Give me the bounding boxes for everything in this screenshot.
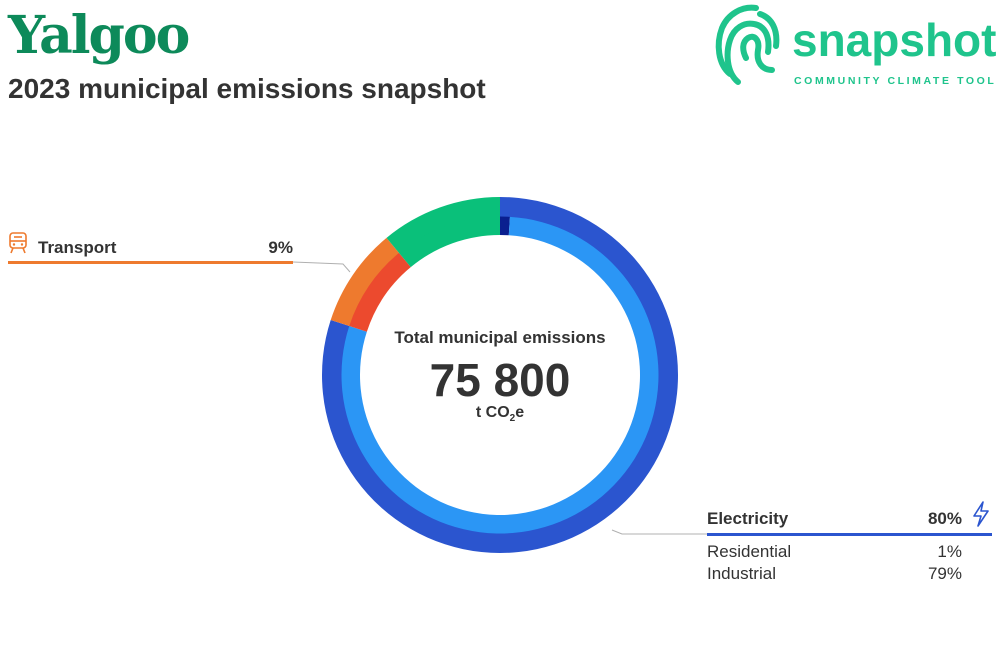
residential-label: Residential: [707, 542, 792, 561]
subsector-arc-2-0[interactable]: [398, 216, 500, 268]
residential-percent: 1%: [937, 542, 962, 561]
electricity-label: Electricity: [707, 509, 789, 528]
total-label: Total municipal emissions: [394, 328, 606, 347]
subsector-arc-0-0[interactable]: [500, 216, 510, 236]
total-unit: t CO2e: [350, 404, 650, 424]
train-icon: [9, 232, 27, 254]
industrial-label: Industrial: [707, 564, 776, 583]
lightning-icon: [973, 501, 989, 527]
snapshot-logo[interactable]: snapshot COMMUNITY CLIMATE TOOL: [712, 0, 1000, 92]
transport-percent: 9%: [268, 238, 293, 257]
logo-tagline: COMMUNITY CLIMATE TOOL: [794, 75, 997, 87]
fingerprint-logo-icon: [715, 4, 780, 85]
region-title: Yalgoo: [8, 5, 190, 66]
sector-arc-2[interactable]: [386, 197, 500, 254]
unit-prefix: t CO: [475, 404, 510, 421]
page-subtitle: 2023 municipal emissions snapshot: [8, 73, 486, 104]
sector-arc-1[interactable]: [330, 237, 400, 327]
electricity-underline: [707, 533, 992, 536]
total-value: 75 800: [429, 354, 571, 406]
transport-label: Transport: [38, 238, 117, 257]
subsector-arc-1-0[interactable]: [349, 252, 411, 332]
logo-wordmark: snapshot: [792, 14, 997, 66]
transport-underline: [8, 261, 293, 264]
industrial-percent: 79%: [927, 564, 962, 583]
sector-ring: [322, 197, 678, 553]
unit-subscript: 2: [509, 413, 516, 425]
transport-leader-line: [292, 261, 351, 273]
unit-suffix: e: [515, 404, 525, 421]
subsector-ring: [341, 216, 659, 534]
electricity-percent: 80%: [927, 509, 962, 528]
electricity-leader-line: [611, 529, 707, 535]
